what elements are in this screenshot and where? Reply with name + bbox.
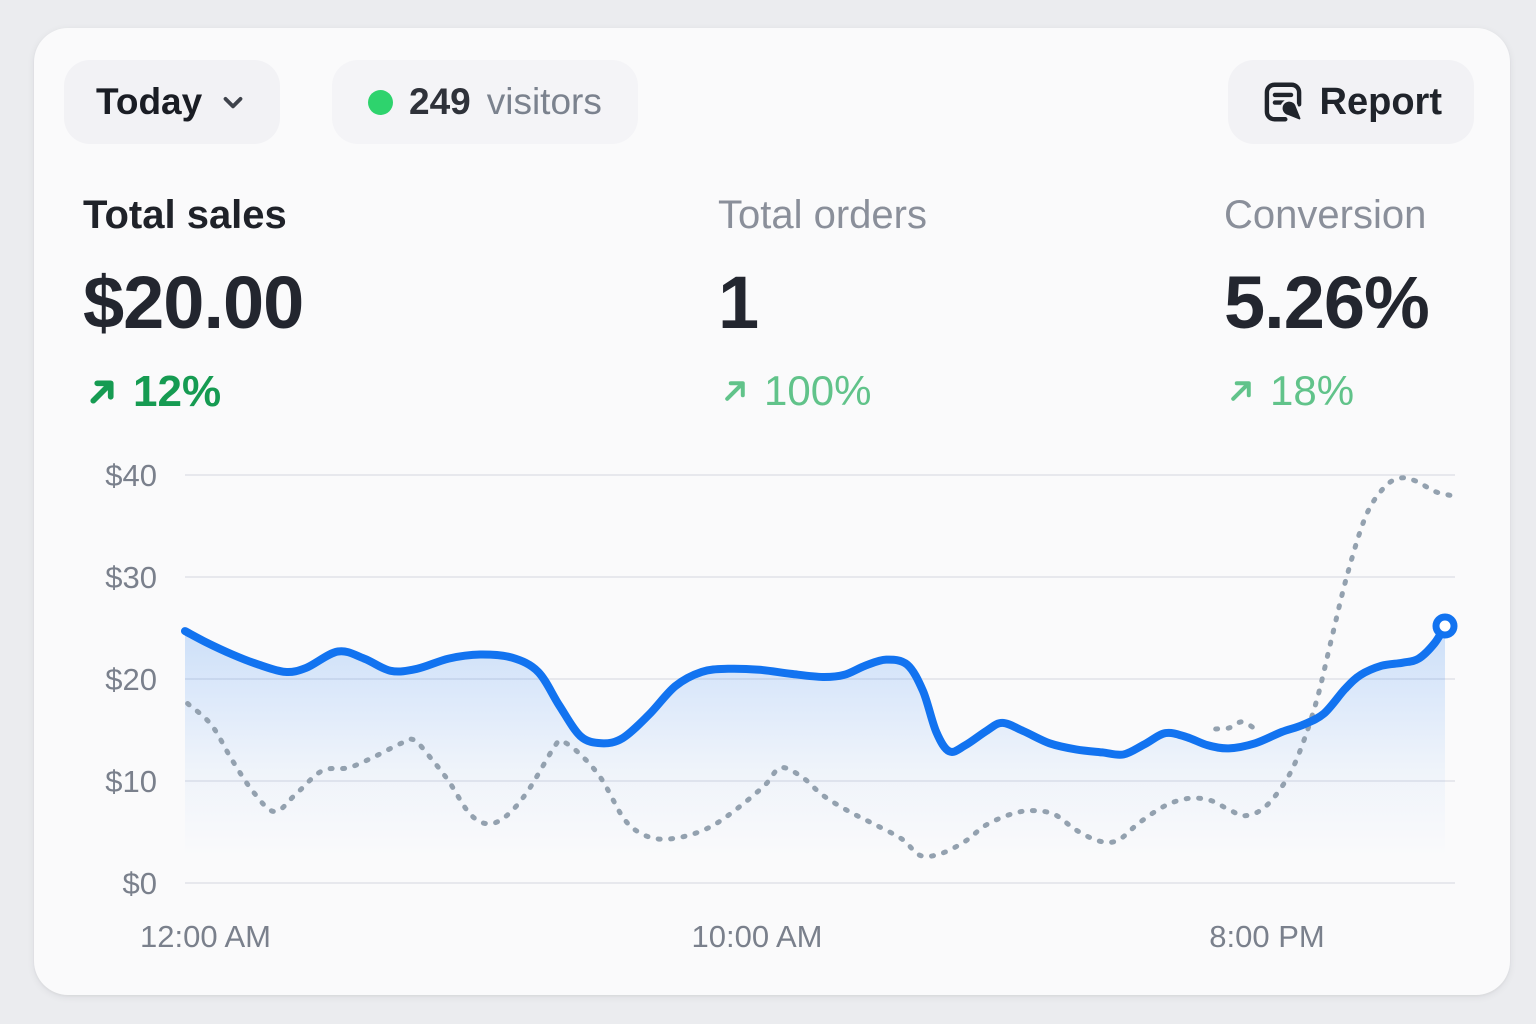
trend-up-icon (1231, 381, 1251, 401)
live-visitors-dot (368, 89, 393, 115)
visitors-count: 249 (409, 81, 471, 122)
x-tick-label: 12:00 AM (140, 919, 271, 954)
metric-delta-value: 100% (764, 367, 872, 414)
report-label: Report (1319, 80, 1442, 123)
y-tick-label: $40 (105, 458, 157, 493)
trend-up-icon (725, 381, 745, 401)
comparison-dotted-line (185, 475, 1453, 859)
x-tick-label: 10:00 AM (692, 919, 823, 954)
metric-conversion[interactable]: Conversion 5.26% 18% (1224, 193, 1430, 415)
report-button[interactable]: Report (1227, 60, 1474, 144)
metric-delta-value: 18% (1270, 367, 1355, 414)
metric-label: Total orders (718, 193, 927, 237)
x-tick-label: 8:00 PM (1209, 919, 1324, 954)
metric-total-sales[interactable]: Total sales $20.00 12% (83, 193, 304, 417)
chevron-down-icon (223, 97, 243, 109)
y-tick-label: $10 (105, 764, 157, 799)
metric-value: 1 (718, 261, 759, 344)
comparison-dotted-fragment (1213, 719, 1258, 732)
metric-value: $20.00 (83, 261, 304, 344)
y-axis-labels: $40 $30 $20 $10 $0 (105, 458, 157, 901)
metric-delta: 12% (83, 367, 303, 417)
metric-delta: 100% (718, 367, 927, 415)
sales-chart[interactable]: $40 $30 $20 $10 $0 12:00 AM 10:00 AM 8:0… (0, 430, 1536, 990)
y-tick-label: $30 (105, 560, 157, 595)
metric-label: Conversion (1224, 193, 1427, 237)
today-sales-line (181, 622, 1449, 759)
x-axis-labels: 12:00 AM 10:00 AM 8:00 PM (140, 919, 1325, 954)
live-visitors-button[interactable]: 249 visitors (332, 60, 638, 144)
trend-up-icon (90, 380, 114, 404)
date-range-button[interactable]: Today (64, 60, 281, 144)
today-area-fill (185, 626, 1445, 883)
current-point-marker (1432, 613, 1458, 639)
metric-value: 5.26% (1224, 261, 1430, 344)
visitors-label: visitors (486, 81, 602, 122)
y-tick-label: $0 (123, 866, 157, 901)
report-icon (1264, 82, 1303, 122)
metric-delta-value: 12% (133, 367, 222, 416)
y-tick-label: $20 (105, 662, 157, 697)
date-range-label: Today (96, 81, 203, 122)
metric-delta: 18% (1224, 367, 1429, 415)
metric-label: Total sales (83, 193, 287, 237)
metric-total-orders[interactable]: Total orders 1 100% (718, 193, 927, 415)
